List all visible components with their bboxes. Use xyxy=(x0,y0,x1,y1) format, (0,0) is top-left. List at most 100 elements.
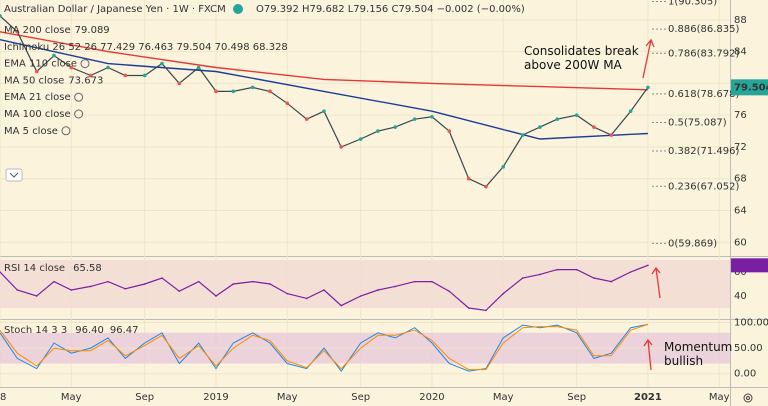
point xyxy=(412,117,417,121)
point xyxy=(339,145,344,149)
status-dot xyxy=(233,4,243,14)
point xyxy=(304,117,309,121)
point xyxy=(574,113,579,117)
point xyxy=(178,290,181,293)
point xyxy=(124,288,127,290)
point xyxy=(286,292,289,295)
legend-label: MA 50 close xyxy=(4,75,64,86)
series-line xyxy=(0,323,648,372)
point xyxy=(69,65,74,70)
pane-value: 96.40 xyxy=(75,325,104,336)
point xyxy=(592,125,596,129)
point xyxy=(448,290,451,293)
point xyxy=(16,289,19,291)
point xyxy=(70,289,73,291)
annotation: Momentum bullish xyxy=(664,340,733,368)
point xyxy=(323,289,325,291)
x-tick-label: 18 xyxy=(0,392,6,403)
point xyxy=(123,73,128,78)
header-ohlc: O79.392 H79.682 L79.156 C79.504 −0.002 (… xyxy=(256,4,525,15)
legend-label: Ichimoku 26 52 26 77.429 76.463 79.504 7… xyxy=(4,42,288,53)
price-box-label: 79.504 xyxy=(734,82,768,93)
plot-bg xyxy=(0,0,730,396)
x-tick-label: 2019 xyxy=(203,392,228,403)
point xyxy=(430,114,434,119)
point xyxy=(0,14,2,18)
point xyxy=(322,109,326,114)
point xyxy=(646,85,650,90)
y-tick-label: 72 xyxy=(734,142,747,153)
legend-value: 73.673 xyxy=(68,75,103,86)
collapse-button[interactable] xyxy=(5,168,23,182)
y-tick-label: 0.00 xyxy=(734,369,756,380)
gear-hub[interactable] xyxy=(746,396,750,400)
pane-value: 65.58 xyxy=(73,263,102,274)
legend-label: MA 5 close xyxy=(4,126,58,137)
y-tick-label: 68 xyxy=(734,174,747,185)
fib-label: 0.618(78.678) xyxy=(668,89,740,100)
fib-label: 1(90.305) xyxy=(668,0,717,8)
x-tick-label: May xyxy=(493,392,514,403)
point xyxy=(161,277,163,279)
point xyxy=(197,280,200,283)
y-tick-label: 60 xyxy=(734,237,747,248)
y-tick-label: 100.00 xyxy=(734,318,768,329)
point xyxy=(484,184,488,189)
x-tick-label: May xyxy=(709,392,730,403)
x-tick-label: 2021 xyxy=(634,392,662,403)
fib-label: 0.786(83.792) xyxy=(668,48,740,59)
gear[interactable] xyxy=(743,393,753,403)
x-tick-label: 2020 xyxy=(419,392,444,403)
arrow xyxy=(642,38,655,79)
hidden-icon xyxy=(74,109,84,119)
y-tick-label: 84 xyxy=(734,47,747,58)
point xyxy=(376,129,380,133)
point xyxy=(107,280,109,283)
point xyxy=(413,280,416,283)
pane-title: RSI 14 close xyxy=(4,263,65,274)
legend-label: MA 200 close xyxy=(4,25,71,36)
arrow xyxy=(643,338,653,371)
point xyxy=(555,117,560,121)
point xyxy=(467,307,470,309)
point xyxy=(575,268,578,271)
fib-label: 0.886(86.835) xyxy=(668,24,740,35)
point xyxy=(501,165,506,169)
point xyxy=(231,89,236,94)
point xyxy=(377,289,379,291)
point xyxy=(250,85,255,90)
point xyxy=(196,65,201,70)
legend-label: EMA 21 close xyxy=(4,92,71,103)
fib-label: 0.5(75.087) xyxy=(668,117,727,128)
point xyxy=(431,280,433,283)
y-tick-label: 60 xyxy=(734,267,747,278)
value-box xyxy=(731,258,768,273)
point xyxy=(466,176,471,181)
pane-value: 96.47 xyxy=(110,325,139,336)
fib-label: 0(59.869) xyxy=(668,238,717,249)
collapse-caret[interactable] xyxy=(9,172,19,178)
x-tick-label: May xyxy=(277,392,298,403)
point xyxy=(393,125,398,129)
y-tick-label: 40 xyxy=(734,291,747,302)
point xyxy=(143,283,146,285)
legend-label: MA 100 close xyxy=(4,109,71,120)
point xyxy=(34,69,39,74)
price-box xyxy=(731,79,768,96)
settings-icon[interactable] xyxy=(743,393,753,403)
pane-title: Stoch 14 3 3 xyxy=(4,325,67,336)
fib-label: 0.236(67.052) xyxy=(668,181,740,192)
point xyxy=(502,292,505,295)
point xyxy=(0,271,1,273)
legend-value: 79.089 xyxy=(75,25,110,36)
arrow xyxy=(651,266,661,299)
series-line xyxy=(0,323,649,371)
y-tick-label: 88 xyxy=(734,15,747,26)
band xyxy=(0,260,730,309)
point xyxy=(629,271,632,273)
point xyxy=(106,65,110,70)
point xyxy=(160,61,164,66)
point xyxy=(521,277,524,279)
